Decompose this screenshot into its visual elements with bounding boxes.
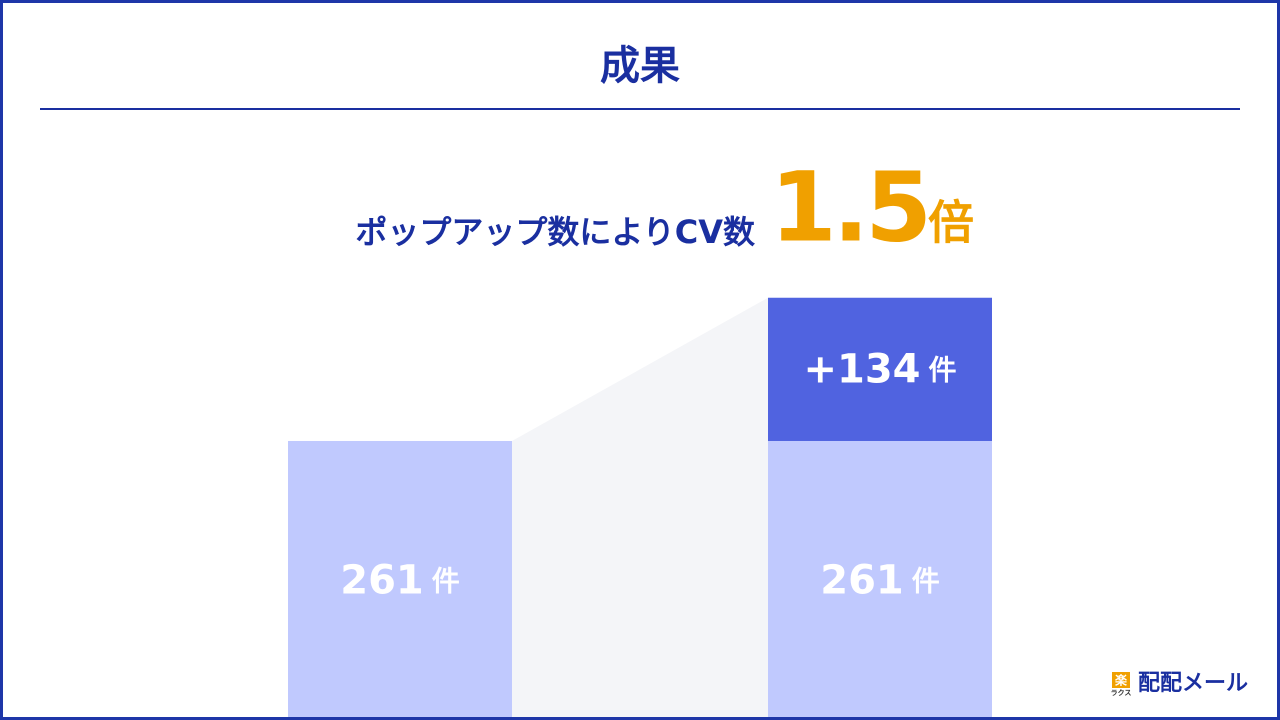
value-unit: 件 bbox=[912, 564, 940, 597]
connector bbox=[512, 297, 768, 720]
value-label: 261 件 bbox=[340, 557, 460, 603]
brand-sub: ラクス bbox=[1111, 688, 1132, 697]
headline-text: ポップアップ数によりCV数 bbox=[355, 213, 756, 251]
bar-segment bbox=[768, 440, 992, 720]
slide-title: 成果 bbox=[600, 43, 680, 89]
brand-badge: 楽 bbox=[1115, 673, 1128, 688]
value-unit: 件 bbox=[432, 564, 460, 597]
headline-ratio: 1.5 bbox=[770, 151, 928, 263]
bar-segment bbox=[288, 440, 512, 720]
headline-ratio-unit: 倍 bbox=[928, 196, 974, 250]
value-number: 261 bbox=[820, 557, 904, 603]
brand-name: 配配メール bbox=[1138, 671, 1248, 696]
value-number: 261 bbox=[340, 557, 424, 603]
value-label: +134 件 bbox=[803, 346, 956, 392]
bar-segment bbox=[768, 297, 992, 441]
value-number: +134 bbox=[803, 346, 920, 392]
brand-badge-bg bbox=[1112, 672, 1130, 688]
plot: 261 件 261 件+134 件 bbox=[288, 297, 992, 720]
value-unit: 件 bbox=[929, 353, 957, 386]
value-label: 261 件 bbox=[820, 557, 940, 603]
